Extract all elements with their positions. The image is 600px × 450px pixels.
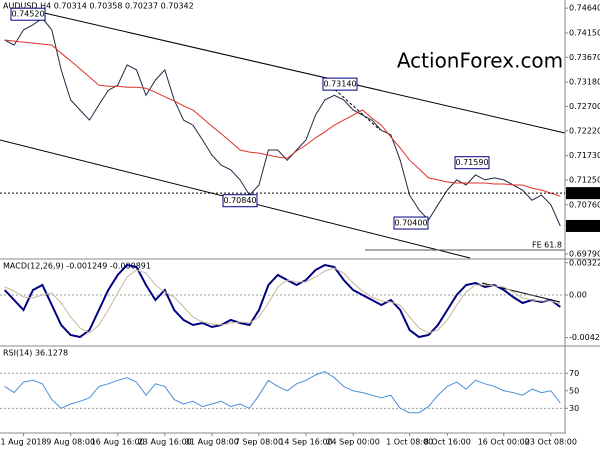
fe-label: FE 61.8 bbox=[532, 241, 562, 250]
series-line bbox=[4, 39, 561, 197]
annotation-label: 0.73140 bbox=[323, 80, 356, 89]
y-tick-label: 0.73670 bbox=[569, 53, 600, 62]
y-tick-label: -0.004259 bbox=[569, 333, 600, 342]
channel-upper bbox=[39, 11, 566, 134]
y-tick-label: 70 bbox=[569, 369, 579, 378]
annotation-label: 0.71590 bbox=[455, 158, 488, 167]
y-tick-label: 0.72700 bbox=[569, 102, 600, 111]
series-line bbox=[3, 263, 561, 339]
x-tick-label: 14 Sep 16:00 bbox=[279, 438, 332, 447]
x-tick-label: 23 Aug 16:00 bbox=[138, 438, 192, 447]
annotation-label: 0.74520 bbox=[11, 10, 44, 19]
macd-title: MACD(12,26,9) -0.001249 -0.000891 bbox=[3, 262, 151, 271]
annotation-label: 0.70840 bbox=[223, 196, 256, 205]
projection-line bbox=[330, 85, 381, 131]
x-tick-label: 1 Oct 08:00 bbox=[386, 438, 433, 447]
annotation-label: 0.70400 bbox=[394, 219, 427, 228]
watermark: ActionForex.com bbox=[397, 49, 563, 73]
x-tick-label: 23 Oct 08:00 bbox=[525, 438, 577, 447]
x-tick-label: 1 Aug 2018 bbox=[0, 438, 46, 447]
y-tick-label: 0.74150 bbox=[569, 28, 600, 37]
marker-label: 0.70990 bbox=[569, 189, 600, 198]
y-tick-label: 0.73180 bbox=[569, 78, 600, 87]
annotation-box bbox=[10, 7, 46, 21]
series-line bbox=[4, 267, 561, 334]
annotation-box bbox=[222, 194, 258, 208]
y-tick-label: 0.71250 bbox=[569, 175, 600, 184]
marker-box bbox=[566, 219, 600, 232]
x-tick-label: 7 Sep 08:00 bbox=[235, 438, 283, 447]
marker-box bbox=[566, 187, 600, 200]
x-tick-label: 9 Aug 08:00 bbox=[46, 438, 95, 447]
y-tick-label: 50 bbox=[569, 386, 579, 395]
marker-label: 0.70342 bbox=[569, 221, 600, 230]
annotation-box bbox=[322, 77, 358, 91]
x-tick-label: 24 Sep 00:00 bbox=[326, 438, 379, 447]
y-tick-label: 0.72220 bbox=[569, 126, 600, 135]
x-tick-label: 8 Oct 16:00 bbox=[424, 438, 471, 447]
chart-title: AUDUSD,H4 0.70314 0.70358 0.70237 0.7034… bbox=[3, 2, 194, 11]
y-tick-label: 0.70760 bbox=[569, 200, 600, 209]
y-tick-label: 0.003224 bbox=[569, 258, 600, 267]
annotation-box bbox=[393, 216, 429, 230]
y-tick-label: 0.00 bbox=[569, 291, 587, 300]
x-tick-label: 16 Oct 00:00 bbox=[478, 438, 530, 447]
annotation-box bbox=[454, 156, 490, 170]
y-tick-label: 0.69790 bbox=[569, 249, 600, 258]
x-tick-label: 16 Aug 16:00 bbox=[91, 438, 145, 447]
y-tick-label: 0.71730 bbox=[569, 151, 600, 160]
x-tick-label: 31 Aug 08:00 bbox=[185, 438, 239, 447]
frame bbox=[0, 0, 600, 434]
y-tick-label: 30 bbox=[569, 404, 579, 413]
series-line bbox=[4, 370, 561, 414]
y-tick-label: 0.74640 bbox=[569, 4, 600, 13]
rsi-title: RSI(14) 36.1278 bbox=[3, 349, 68, 358]
